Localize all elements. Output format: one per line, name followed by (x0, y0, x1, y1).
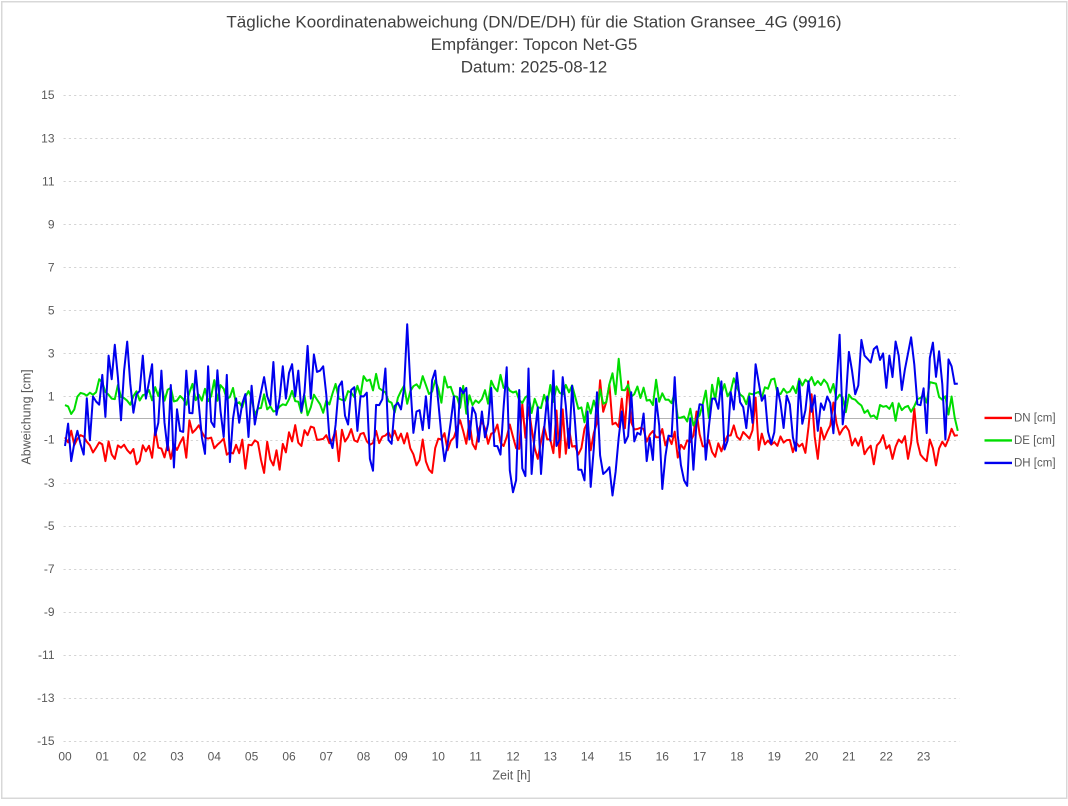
svg-text:Empfänger: Topcon Net-G5: Empfänger: Topcon Net-G5 (431, 35, 638, 54)
svg-text:00: 00 (58, 750, 72, 764)
svg-text:23: 23 (917, 750, 931, 764)
svg-text:04: 04 (208, 750, 222, 764)
svg-text:16: 16 (656, 750, 670, 764)
svg-text:15: 15 (618, 750, 632, 764)
svg-text:-1: -1 (44, 433, 55, 447)
svg-text:11: 11 (42, 174, 55, 188)
svg-text:Zeit [h]: Zeit [h] (492, 769, 530, 783)
svg-text:DN [cm]: DN [cm] (1014, 412, 1056, 424)
svg-text:-9: -9 (44, 605, 55, 619)
svg-text:3: 3 (48, 347, 55, 361)
svg-text:-5: -5 (44, 519, 55, 533)
svg-text:15: 15 (41, 88, 55, 102)
svg-text:08: 08 (357, 750, 371, 764)
svg-text:05: 05 (245, 750, 259, 764)
svg-text:-7: -7 (44, 562, 55, 576)
svg-text:13: 13 (41, 131, 55, 145)
svg-text:-15: -15 (37, 734, 55, 748)
svg-text:10: 10 (432, 750, 446, 764)
svg-text:13: 13 (544, 750, 558, 764)
svg-text:07: 07 (320, 750, 334, 764)
svg-text:Datum: 2025-08-12: Datum: 2025-08-12 (461, 57, 607, 76)
svg-text:01: 01 (96, 750, 110, 764)
svg-text:DH [cm]: DH [cm] (1014, 457, 1056, 469)
svg-text:-11: -11 (38, 648, 55, 662)
svg-text:02: 02 (133, 750, 147, 764)
svg-text:17: 17 (693, 750, 707, 764)
svg-text:21: 21 (842, 750, 856, 764)
svg-text:06: 06 (282, 750, 296, 764)
svg-text:03: 03 (170, 750, 184, 764)
svg-text:7: 7 (48, 261, 55, 275)
svg-text:18: 18 (730, 750, 744, 764)
svg-text:20: 20 (805, 750, 819, 764)
svg-text:19: 19 (768, 750, 782, 764)
svg-text:5: 5 (48, 304, 55, 318)
svg-text:DE [cm]: DE [cm] (1014, 435, 1055, 447)
svg-text:12: 12 (506, 750, 520, 764)
svg-text:9: 9 (48, 217, 55, 231)
svg-text:-3: -3 (44, 476, 55, 490)
svg-text:1: 1 (48, 390, 55, 404)
svg-text:09: 09 (394, 750, 408, 764)
svg-text:14: 14 (581, 750, 595, 764)
svg-text:22: 22 (880, 750, 894, 764)
svg-text:-13: -13 (37, 691, 55, 705)
svg-text:11: 11 (469, 750, 482, 764)
svg-text:Tägliche Koordinatenabweichung: Tägliche Koordinatenabweichung (DN/DE/DH… (226, 13, 841, 32)
svg-text:Abweichung [cm]: Abweichung [cm] (19, 369, 33, 464)
